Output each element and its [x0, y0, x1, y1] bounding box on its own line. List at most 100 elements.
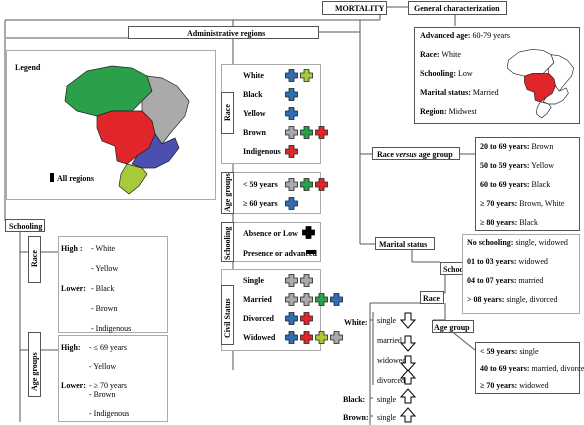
race-title-box: Race	[221, 92, 234, 134]
race-age-item: 50 to 59 years: Yellow	[480, 161, 554, 170]
cross-icon	[285, 107, 298, 120]
cross-icon	[330, 293, 343, 306]
race-lower-label: Lower:	[61, 284, 86, 293]
race-age-item-value: Brown	[529, 142, 554, 151]
marital-schooling-panel: No schooling: single, widowed 01 to 03 ye…	[462, 234, 580, 314]
cross-icon	[285, 331, 298, 344]
marital-schooling-item: 04 to 07 years: married	[467, 276, 543, 285]
general-item-label: Region:	[420, 107, 447, 116]
marital-age-item-label: 40 to 69 years:	[480, 364, 530, 373]
north-region	[64, 65, 153, 117]
race-left-item: - White	[91, 244, 116, 253]
general-item-label: Schooling:	[420, 69, 457, 78]
cross-icon	[300, 178, 313, 191]
marital-schooling-item-value: single, divorced	[504, 295, 558, 304]
civil-group-box: Civil Status Single Married Divorced Widowe…	[221, 269, 343, 351]
race-age-item-value: Brown, White	[517, 199, 565, 208]
marital-schooling-item: 01 to 03 years: widowed	[467, 257, 548, 266]
marital-schooling-item-label: 04 to 07 years:	[467, 276, 517, 285]
up-arrow-icon	[399, 388, 417, 404]
marital-age-item: ≥ 70 years: widowed	[480, 381, 549, 390]
marital-age-item-value: married, divorced	[529, 364, 584, 373]
marital-status-box: Marital status	[375, 237, 435, 250]
age-left-item: - ≥ 70 years	[89, 381, 127, 390]
white-item: married	[377, 336, 402, 345]
civil-title-box: Civil Status	[221, 285, 234, 345]
black-label: Black:	[343, 395, 366, 404]
cross-icon	[300, 126, 313, 139]
black-bar-icon	[306, 250, 316, 254]
age-left-item: - ≤ 69 years	[89, 343, 127, 352]
race-left-item: - Yellow	[91, 264, 119, 273]
schooling-left-title: Schooling	[9, 222, 43, 231]
race-row-label: Indigenous	[243, 147, 281, 156]
marital-schooling-item-label: 01 to 03 years:	[467, 257, 517, 266]
race-row-label: Black	[243, 90, 263, 99]
marital-age-item-value: widowed	[517, 381, 549, 390]
age-left-item: - Indigenous	[89, 409, 130, 418]
general-item: Marital status: Married	[420, 88, 499, 97]
brazil-midwest-map	[506, 49, 575, 119]
marital-schooling-item-value: widowed	[516, 257, 548, 266]
cross-icon	[315, 178, 328, 191]
down-arrow-icon	[399, 335, 417, 352]
race-age-item-label: 20 to 69 years:	[480, 142, 530, 151]
civil-row-label: Married	[243, 295, 272, 304]
race-left-title: Race	[30, 250, 39, 267]
black-item: single	[377, 395, 397, 404]
schooling-row-high: Presence or advanced	[243, 249, 317, 258]
race-age-item: ≥ 70 years: Brown, White	[480, 199, 564, 208]
legend-label: Legend	[15, 63, 41, 72]
marital-status-title: Marital status	[379, 240, 428, 249]
race-group-box: Race White Black Yellow Brown Indigenous	[221, 64, 328, 164]
schooling-row-low: Absence or Low	[243, 229, 298, 238]
race-row-label: Yellow	[243, 109, 266, 118]
marital-age-item: < 59 years: single	[480, 347, 539, 356]
cross-icon	[330, 331, 343, 344]
marital-schooling-item: No schooling: single, widowed	[467, 238, 568, 247]
race-age-item-label: ≥ 80 years:	[480, 218, 518, 227]
age-high-label: High:	[61, 343, 81, 352]
general-item-value: Married	[470, 88, 499, 97]
marital-schooling-item-value: single, widowed	[513, 238, 568, 247]
race-age-title: Race versus age group	[377, 150, 453, 159]
cross-icon	[300, 331, 313, 344]
race-age-item-label: 50 to 59 years:	[480, 161, 530, 170]
general-item: Schooling: Low	[420, 69, 473, 78]
marital-age-panel: < 59 years: single 40 to 69 years: marrie…	[475, 342, 584, 394]
race-age-title-box: Race versus age group	[372, 147, 460, 160]
race-age-item: 60 to 69 years: Black	[480, 180, 550, 189]
general-item-label: Marital status:	[420, 88, 471, 97]
general-item-value: White	[439, 50, 461, 59]
general-item-label: Advanced age:	[420, 31, 471, 40]
cross-icon	[285, 88, 298, 101]
general-item: Race: White	[420, 50, 461, 59]
cross-icon	[285, 293, 298, 306]
age-left-item: - Brown	[89, 390, 116, 399]
schooling-group-box: Schooling Absence or Low Presence or adv…	[221, 222, 321, 262]
white-item: divorced	[377, 376, 405, 385]
schooling-title: Schooling	[223, 226, 232, 260]
race-age-item-label: ≥ 70 years:	[480, 199, 518, 208]
age-row-label: < 59 years	[243, 180, 278, 189]
white-item: widowed	[377, 356, 407, 365]
marital-age-item-label: < 59 years:	[480, 347, 518, 356]
age-left-list-box: High: Lower: - ≤ 69 years - Yellow - ≥ 70 …	[58, 335, 168, 422]
race-title: Race	[223, 104, 232, 121]
age-left-title-box: Age groups	[28, 332, 41, 397]
marital-schooling-item-label: No schooling:	[467, 238, 514, 247]
race-age-panel: 20 to 69 years: Brown 50 to 59 years: Yel…	[475, 137, 580, 231]
all-regions-marker	[50, 173, 54, 182]
age-lower-label: Lower:	[61, 381, 86, 390]
general-item: Region: Midwest	[420, 107, 477, 116]
cross-icon	[315, 293, 328, 306]
up-arrow-icon	[399, 407, 417, 423]
race-high-label: High :	[61, 244, 83, 253]
race-age-item-value: Black	[529, 180, 551, 189]
up-arrow-icon	[399, 369, 417, 385]
black-cross-icon	[302, 226, 315, 239]
cross-icon	[285, 145, 298, 158]
mortality-label: MORTALITY	[335, 4, 385, 13]
race-left-title-box: Race	[28, 236, 41, 283]
race-age-title-end: age group	[418, 150, 453, 159]
